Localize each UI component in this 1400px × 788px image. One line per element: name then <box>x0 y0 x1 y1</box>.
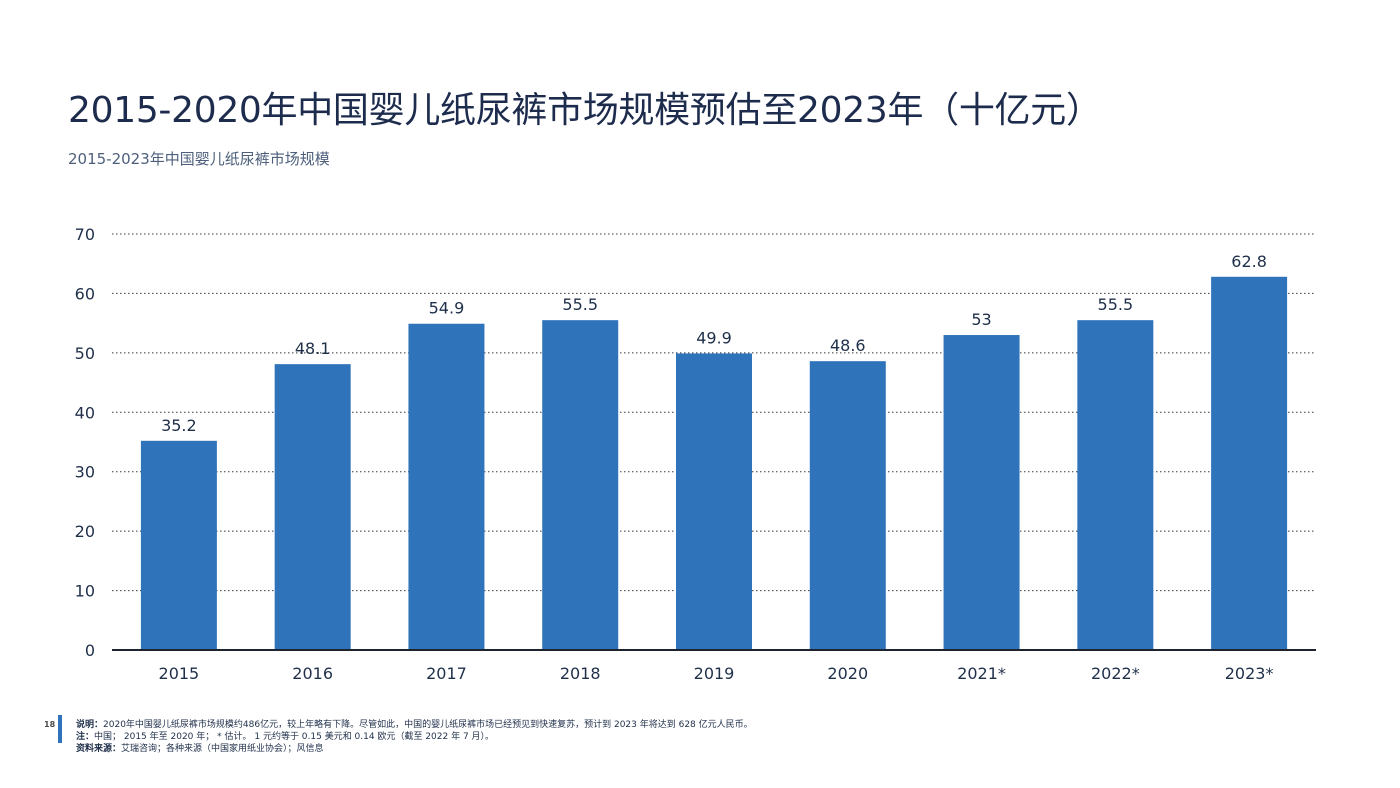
page-title: 2015-2020年中国婴儿纸尿裤市场规模预估至2023年（十亿元） <box>68 90 1102 131</box>
bar-series <box>140 276 1288 650</box>
data-label: 62.8 <box>1231 252 1267 271</box>
chart-subtitle: 2015-2023年中国婴儿纸尿裤市场规模 <box>68 150 330 168</box>
bar-2022-estimate <box>1077 320 1154 650</box>
page-number: 18 <box>44 720 56 729</box>
bar-2020 <box>809 361 886 650</box>
bar-2018 <box>542 320 619 650</box>
bar-2023-estimate <box>1211 276 1288 650</box>
bar-2017 <box>408 323 485 650</box>
x-tick-label: 2017 <box>426 664 467 683</box>
bar-2019 <box>676 353 752 650</box>
x-tick-label: 2016 <box>292 664 333 683</box>
description-note: 说明：2020年中国婴儿纸尿裤市场规模约486亿元，较上年略有下降。尽管如此，中… <box>76 719 753 731</box>
bar-2021-estimate <box>943 335 1020 650</box>
bar-chart: 0 10 20 30 40 50 60 70 35.2 48.1 54.9 55.5 49.9 48.6… <box>75 225 1316 683</box>
y-tick-label: 20 <box>75 522 95 541</box>
source-label: 资料来源： <box>76 744 122 754</box>
x-tick-label: 2020 <box>827 664 868 683</box>
data-label: 54.9 <box>429 299 465 318</box>
x-axis-labels: 2015 2016 2017 2018 2019 2020 2021* 2022* 2023* <box>159 664 1274 683</box>
note-text: 中国； 2015 年至 2020 年； * 估计。 1 元约等于 0.15 美元… <box>94 732 495 742</box>
y-tick-label: 10 <box>75 582 95 601</box>
footer-notes: 18 说明：2020年中国婴儿纸尿裤市场规模约486亿元，较上年略有下降。尽管如… <box>44 715 1258 759</box>
x-tick-label: 2015 <box>159 664 200 683</box>
data-label: 48.1 <box>295 339 331 358</box>
y-tick-label: 70 <box>75 225 95 244</box>
data-label: 49.9 <box>696 328 732 347</box>
x-tick-label: 2018 <box>560 664 601 683</box>
y-tick-label: 30 <box>75 463 95 482</box>
source-text: 艾瑞咨询；各种来源（中国家用纸业协会）；风信息 <box>121 744 324 754</box>
notes-block: 说明：2020年中国婴儿纸尿裤市场规模约486亿元，较上年略有下降。尽管如此，中… <box>76 719 753 755</box>
data-label: 55.5 <box>562 295 598 314</box>
y-tick-label: 40 <box>75 403 95 422</box>
x-tick-label: 2023* <box>1225 664 1274 683</box>
data-label: 35.2 <box>161 416 197 435</box>
data-label: 53 <box>971 310 991 329</box>
footer-accent-bar <box>58 715 62 743</box>
x-tick-label: 2019 <box>694 664 735 683</box>
data-labels: 35.2 48.1 54.9 55.5 49.9 48.6 53 55.5 62.8 <box>161 252 1267 435</box>
y-axis-ticks: 0 10 20 30 40 50 60 70 <box>75 225 95 660</box>
bar-2016 <box>274 364 351 650</box>
description-text: 2020年中国婴儿纸尿裤市场规模约486亿元，较上年略有下降。尽管如此，中国的婴… <box>103 720 753 730</box>
x-tick-label: 2021* <box>957 664 1006 683</box>
data-label: 55.5 <box>1098 295 1134 314</box>
y-tick-label: 0 <box>85 641 95 660</box>
source-note: 资料来源：艾瑞咨询；各种来源（中国家用纸业协会）；风信息 <box>76 743 753 755</box>
y-tick-label: 60 <box>75 284 95 303</box>
description-label: 说明： <box>76 720 104 730</box>
footnote: 注：中国； 2015 年至 2020 年； * 估计。 1 元约等于 0.15 … <box>76 731 753 743</box>
x-tick-label: 2022* <box>1091 664 1140 683</box>
bar-2015 <box>140 440 217 650</box>
data-label: 48.6 <box>830 336 866 355</box>
note-label: 注： <box>76 732 95 742</box>
y-tick-label: 50 <box>75 344 95 363</box>
